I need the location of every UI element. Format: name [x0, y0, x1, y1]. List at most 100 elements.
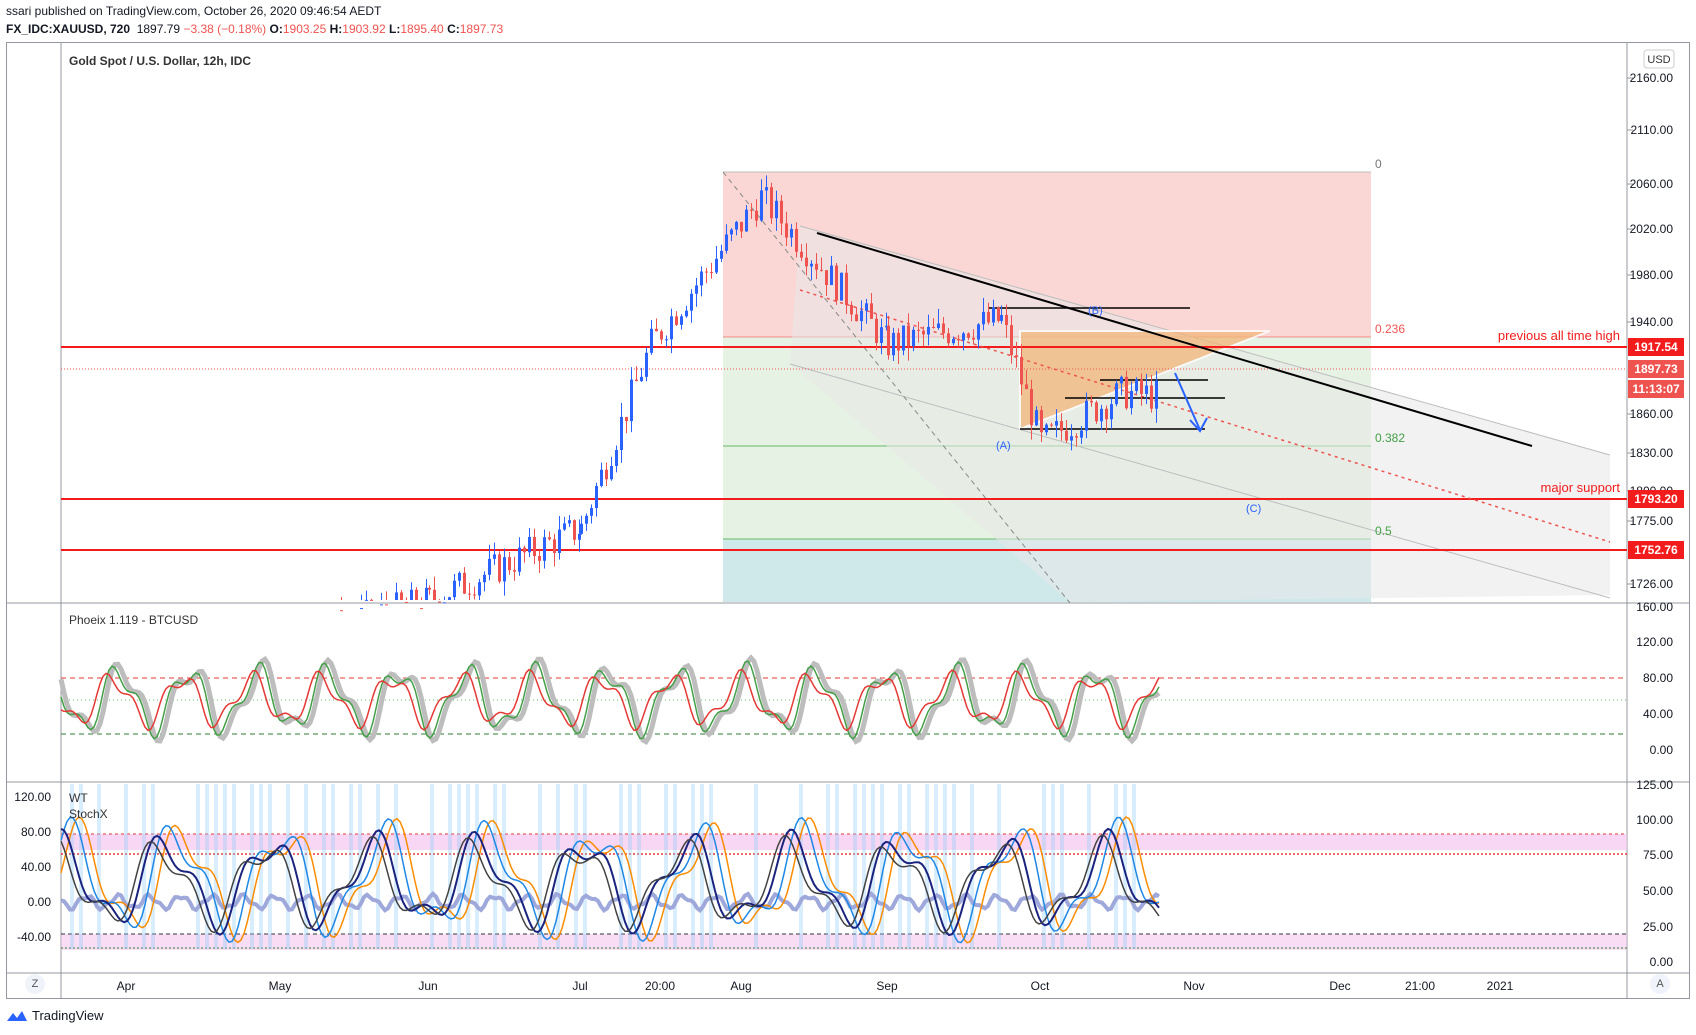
candle-body	[1015, 355, 1018, 357]
price-tick-label: 2060.00	[1630, 177, 1674, 191]
candle-body	[563, 523, 566, 530]
price-tag-last: 1897.73	[1628, 360, 1684, 378]
signal-bar	[232, 784, 236, 949]
phoeix-oscillator	[58, 654, 1161, 746]
signal-bar	[502, 784, 506, 949]
candle-body	[655, 328, 658, 332]
candle-body	[630, 379, 633, 422]
candle-body	[1140, 379, 1143, 394]
candle-body	[1125, 376, 1128, 409]
candle-body	[610, 466, 613, 480]
candle-body	[645, 352, 648, 377]
candle-body	[425, 587, 428, 600]
candle-body	[992, 307, 995, 323]
candle-body	[640, 376, 643, 382]
candle-body	[553, 539, 556, 553]
signal-bar	[709, 784, 713, 949]
wt-right-tick-label: 0.00	[1650, 955, 1674, 969]
time-tick-label: 20:00	[645, 979, 675, 993]
time-tick-label: Oct	[1031, 979, 1050, 993]
candle-body	[997, 307, 1000, 321]
signal-bar	[826, 784, 830, 949]
candle-body	[907, 325, 910, 347]
candle-body	[815, 263, 818, 270]
candle-body	[1025, 384, 1028, 390]
signal-bar	[70, 784, 74, 949]
fib-diagonal	[722, 171, 1071, 604]
candle-body	[635, 379, 638, 382]
candle-body	[1095, 402, 1098, 422]
candle-body	[1000, 314, 1003, 321]
open-label: O:	[269, 22, 283, 36]
time-tick-label: Jun	[418, 979, 437, 993]
wt-left-tick-label: 80.00	[21, 825, 51, 839]
time-tick-label: 2021	[1487, 979, 1514, 993]
candle-body	[528, 536, 531, 553]
candle-body	[400, 592, 403, 600]
zoom-button[interactable]: Z	[25, 974, 45, 994]
major-support-annotation: major support	[1541, 480, 1621, 495]
tradingview-logo-icon	[7, 1010, 27, 1021]
fib-label-0382: 0.382	[1375, 431, 1405, 445]
candle-body	[1145, 385, 1148, 394]
time-tick-label: 21:00	[1405, 979, 1435, 993]
stochx-legend: StochX	[69, 807, 108, 821]
candle-body	[533, 536, 536, 556]
signal-bar	[1087, 784, 1091, 949]
wave-label-a: (A)	[996, 440, 1011, 452]
candle-body	[458, 572, 461, 581]
candle-body	[543, 537, 546, 561]
wt-left-tick-label: 40.00	[21, 860, 51, 874]
candle-body	[917, 329, 920, 331]
candle-body	[1110, 404, 1113, 420]
candle-body	[600, 469, 603, 486]
publish-info: ssari published on TradingView.com, Octo…	[6, 4, 382, 18]
signal-bar	[97, 784, 101, 949]
candle-body	[885, 325, 888, 328]
candle-body	[405, 601, 408, 603]
candle-body	[887, 325, 890, 356]
candle-body	[488, 558, 491, 575]
candle-body	[1155, 380, 1158, 409]
wt-left-tick-label: 120.00	[14, 790, 51, 804]
candle-body	[835, 265, 838, 301]
signal-bar	[448, 784, 452, 949]
chart-frame[interactable]	[6, 42, 1690, 999]
phoeix-green-line	[60, 660, 1160, 740]
wt-oscillator	[60, 784, 1161, 949]
dotted-trendline	[799, 289, 1611, 543]
candle-body	[385, 604, 388, 606]
candle-body	[518, 547, 521, 572]
candle-body	[880, 327, 883, 343]
candle-body	[660, 331, 663, 340]
candle-body	[503, 557, 506, 582]
wt-legend: WT	[69, 791, 88, 805]
candle-body	[760, 190, 763, 221]
candle-body	[620, 416, 623, 450]
overbought-band	[61, 834, 1627, 850]
oversold-band	[61, 934, 1627, 950]
price-tag-support2: 1752.76	[1628, 541, 1684, 559]
candle-body	[690, 293, 693, 311]
candle-body	[825, 270, 828, 286]
candle-body	[810, 263, 813, 267]
time-axis: Apr May Jun Jul 20:00 Aug Sep Oct Nov Dec 21:00 202…	[117, 979, 1514, 993]
fib-label-0236: 0.236	[1375, 322, 1405, 336]
candle-body	[775, 200, 778, 219]
candle-body	[380, 604, 383, 606]
candle-body	[892, 332, 895, 356]
signal-bar	[952, 784, 956, 949]
auto-scale-button[interactable]: A	[1650, 974, 1670, 994]
footer: TradingView	[6, 1008, 104, 1023]
high-value: 1903.92	[342, 22, 386, 36]
price-tick-label: 1830.00	[1630, 446, 1674, 460]
candle-body	[1100, 408, 1103, 422]
signal-bar	[322, 784, 326, 949]
candle-body	[548, 537, 551, 540]
signal-bar	[214, 784, 218, 949]
candle-body	[438, 601, 441, 603]
wave-label-c: (C)	[1246, 503, 1261, 515]
phoeix-tick-label: 40.00	[1643, 707, 1673, 721]
signal-bar	[637, 784, 641, 949]
